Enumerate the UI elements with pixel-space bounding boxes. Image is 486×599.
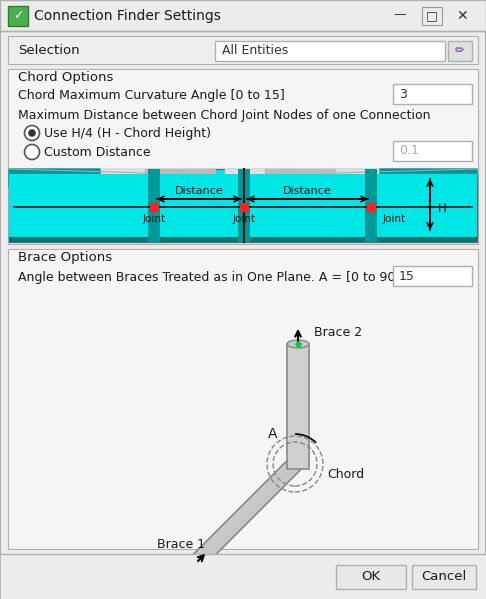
FancyBboxPatch shape [238, 169, 250, 242]
FancyBboxPatch shape [287, 344, 309, 469]
Polygon shape [9, 169, 100, 187]
FancyBboxPatch shape [393, 84, 472, 104]
Text: Brace 1: Brace 1 [157, 539, 205, 552]
FancyBboxPatch shape [215, 41, 445, 61]
FancyBboxPatch shape [393, 266, 472, 286]
Text: Chord Options: Chord Options [18, 71, 113, 83]
Text: Distance: Distance [283, 186, 332, 196]
FancyBboxPatch shape [393, 141, 472, 161]
FancyBboxPatch shape [365, 169, 377, 242]
Circle shape [24, 126, 39, 141]
Text: □: □ [426, 10, 438, 23]
Polygon shape [145, 169, 215, 176]
Text: ✕: ✕ [456, 9, 468, 23]
Text: Custom Distance: Custom Distance [44, 146, 151, 159]
Polygon shape [335, 169, 477, 174]
FancyBboxPatch shape [0, 0, 486, 31]
FancyBboxPatch shape [9, 236, 477, 242]
Text: ✏: ✏ [455, 44, 465, 58]
Ellipse shape [287, 340, 309, 348]
FancyBboxPatch shape [148, 169, 160, 242]
Text: Use H/4 (H - Chord Height): Use H/4 (H - Chord Height) [44, 126, 211, 140]
Text: 15: 15 [399, 270, 415, 283]
Polygon shape [225, 169, 265, 175]
FancyBboxPatch shape [448, 41, 472, 61]
Text: OK: OK [362, 570, 381, 583]
Circle shape [24, 144, 39, 159]
FancyBboxPatch shape [336, 565, 406, 589]
Polygon shape [9, 169, 145, 174]
Polygon shape [265, 169, 335, 176]
FancyBboxPatch shape [9, 232, 477, 242]
FancyBboxPatch shape [8, 36, 478, 64]
Text: ✓: ✓ [13, 10, 23, 23]
Text: A: A [268, 427, 278, 441]
Text: Selection: Selection [18, 44, 80, 56]
Text: 0.1: 0.1 [399, 144, 419, 158]
FancyBboxPatch shape [9, 169, 477, 242]
Text: Connection Finder Settings: Connection Finder Settings [34, 9, 221, 23]
Text: Joint: Joint [232, 214, 256, 224]
Text: Angle between Braces Treated as in One Plane. A = [0 to 90]: Angle between Braces Treated as in One P… [18, 271, 400, 283]
Polygon shape [191, 458, 301, 568]
Text: Chord Maximum Curvature Angle [0 to 15]: Chord Maximum Curvature Angle [0 to 15] [18, 89, 285, 101]
Text: Joint: Joint [142, 214, 166, 224]
Text: Chord: Chord [327, 467, 364, 480]
Text: Cancel: Cancel [421, 570, 467, 583]
Polygon shape [380, 169, 477, 187]
Text: All Entities: All Entities [222, 44, 288, 58]
Text: Brace 2: Brace 2 [314, 325, 362, 338]
Text: H: H [438, 201, 447, 214]
FancyBboxPatch shape [8, 69, 478, 244]
Text: Joint: Joint [383, 214, 406, 224]
FancyBboxPatch shape [8, 249, 478, 549]
Text: Distance: Distance [174, 186, 224, 196]
FancyBboxPatch shape [412, 565, 476, 589]
Text: 3: 3 [399, 87, 407, 101]
FancyBboxPatch shape [422, 7, 442, 25]
Text: Brace Options: Brace Options [18, 252, 112, 265]
Polygon shape [145, 176, 215, 180]
Circle shape [28, 129, 36, 137]
Text: Maximum Distance between Chord Joint Nodes of one Connection: Maximum Distance between Chord Joint Nod… [18, 108, 431, 122]
FancyBboxPatch shape [0, 554, 486, 599]
Text: —: — [394, 8, 406, 22]
FancyBboxPatch shape [9, 174, 477, 237]
FancyBboxPatch shape [8, 6, 28, 26]
